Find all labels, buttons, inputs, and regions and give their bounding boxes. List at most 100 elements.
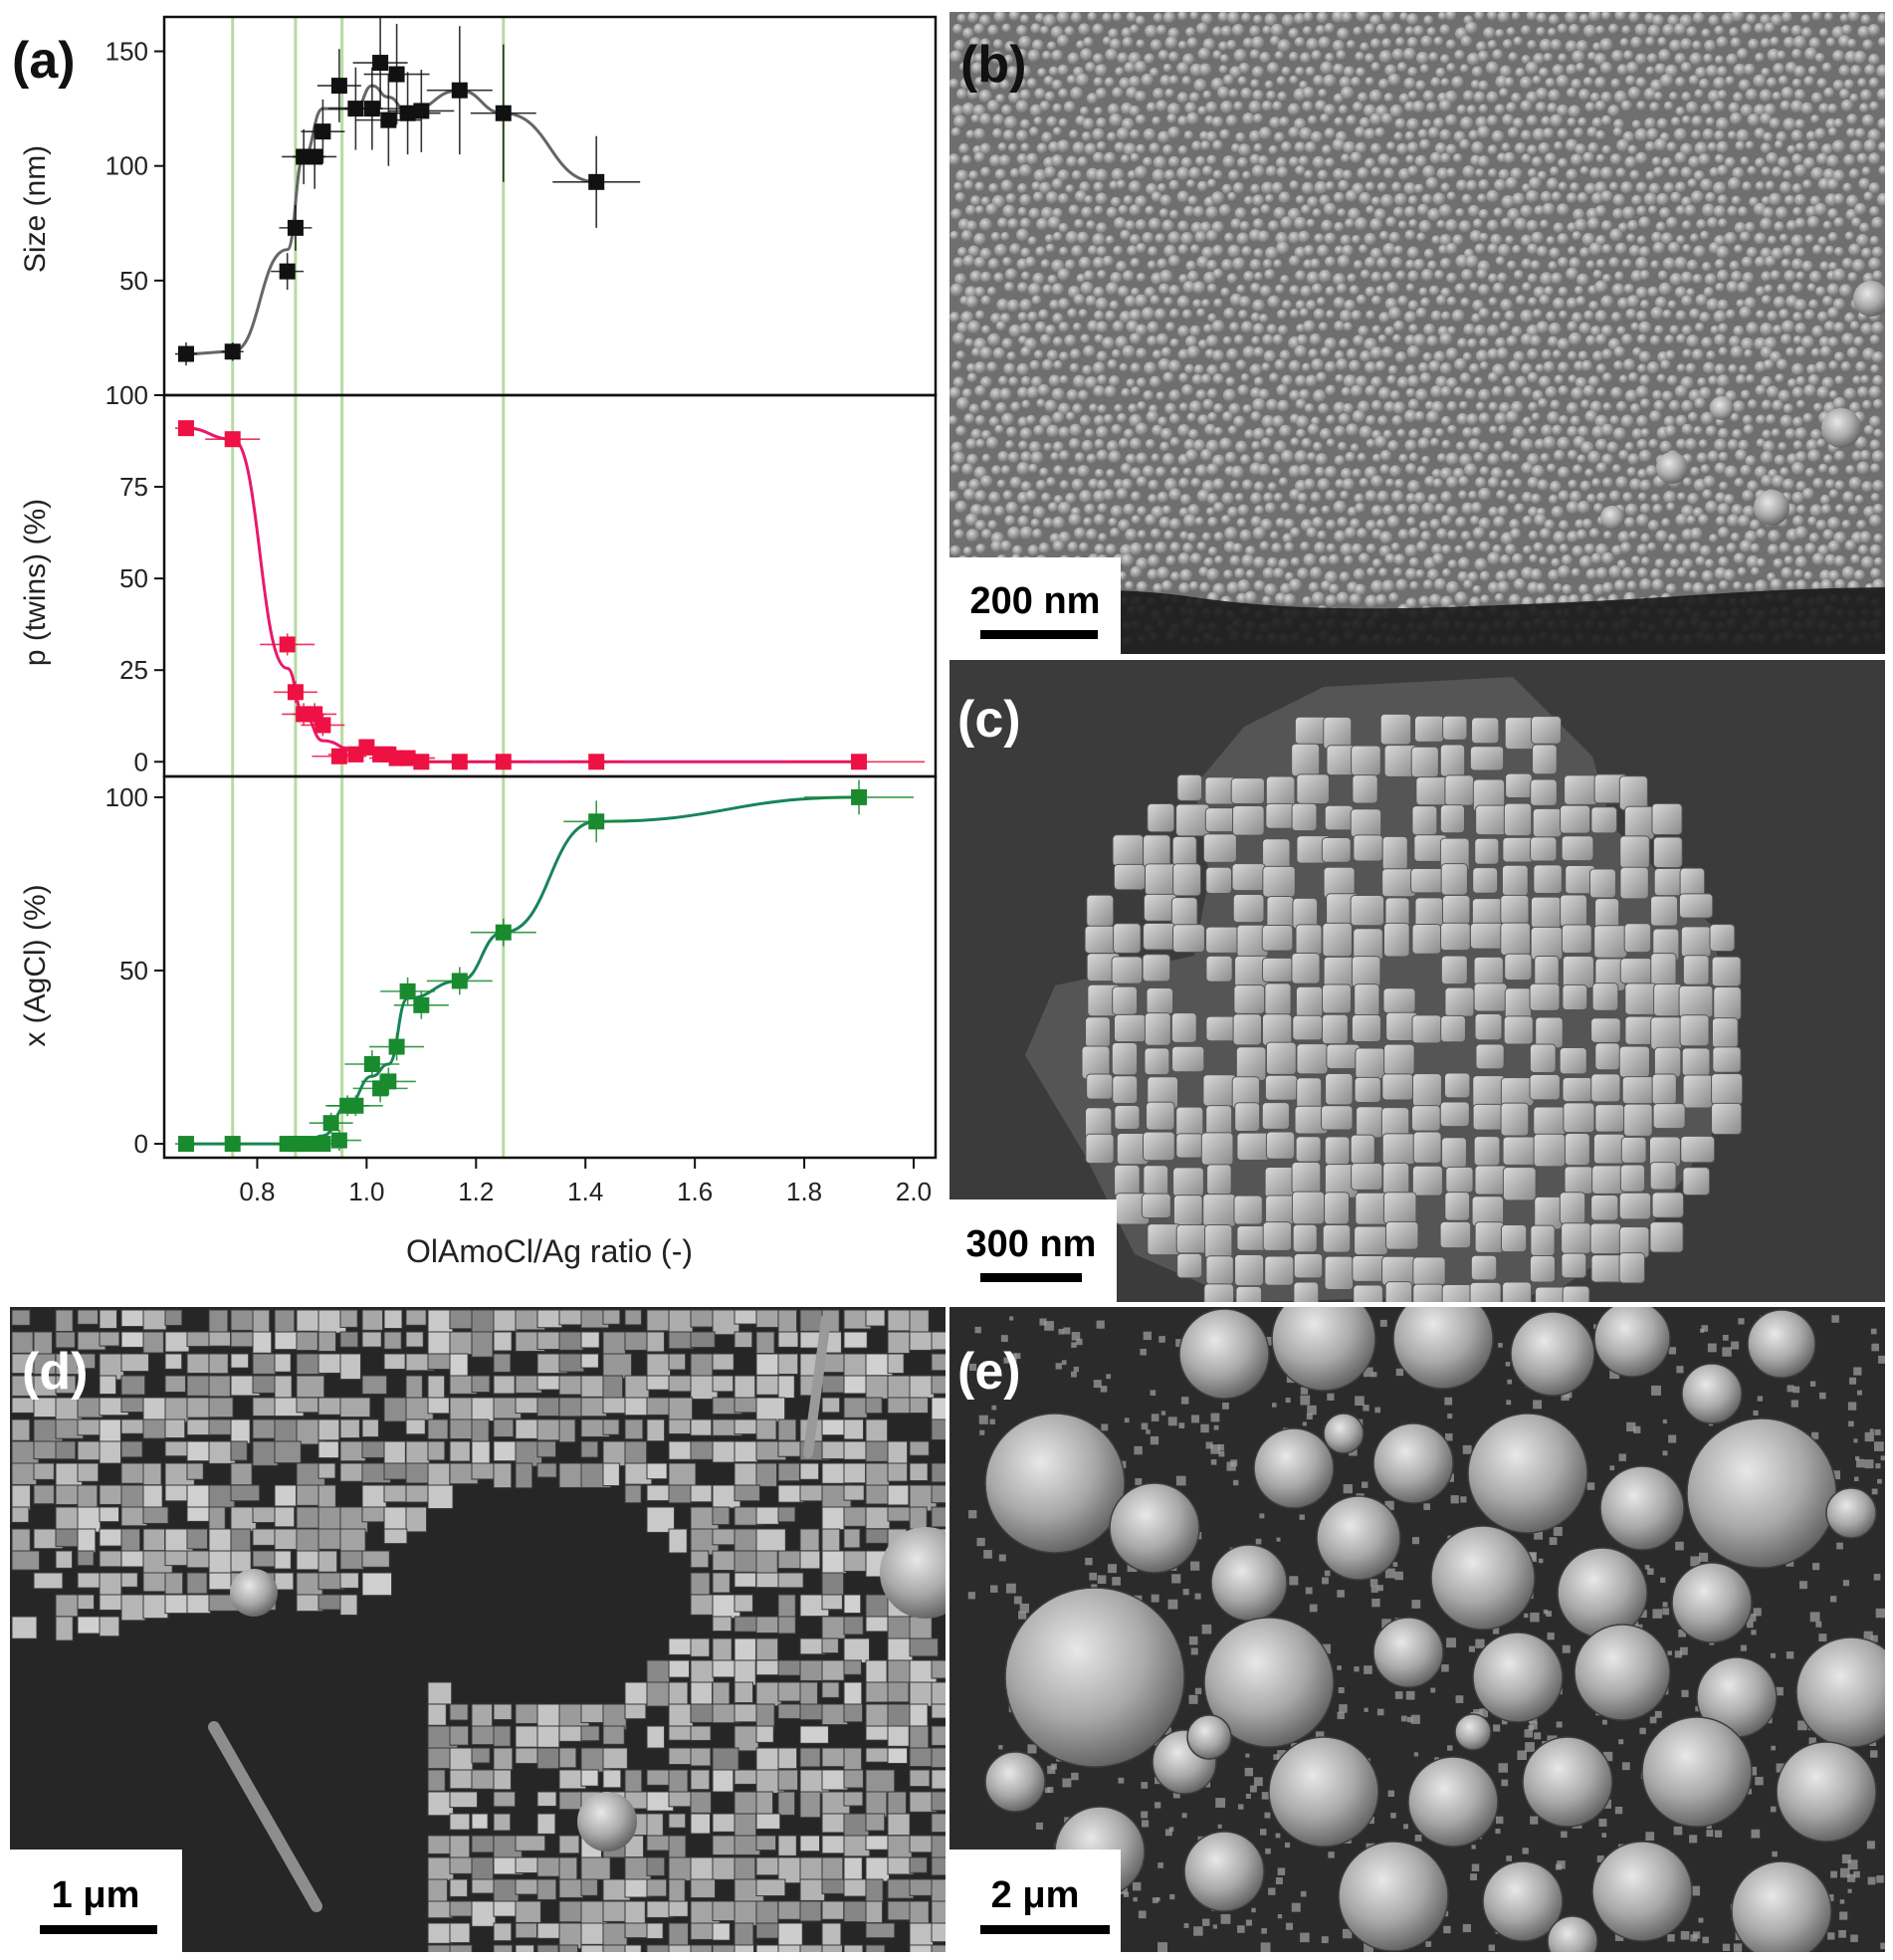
nanoparticle bbox=[1085, 295, 1097, 307]
crystal-block bbox=[493, 1309, 519, 1332]
nanoparticle bbox=[1326, 310, 1336, 320]
nanoparticle bbox=[1513, 350, 1525, 363]
nanoparticle bbox=[1193, 363, 1205, 375]
nanoparticle bbox=[1811, 12, 1822, 21]
crystal-block bbox=[515, 1856, 538, 1873]
nanoparticle bbox=[1674, 77, 1686, 88]
nanoparticle bbox=[1281, 14, 1295, 27]
nanoparticle bbox=[1380, 112, 1393, 125]
nanoparticle bbox=[1765, 413, 1777, 425]
nanoparticle bbox=[1297, 230, 1311, 244]
nanoparticle bbox=[972, 104, 986, 117]
small-crystal bbox=[1273, 1754, 1280, 1761]
nanoparticle bbox=[1334, 245, 1345, 255]
nanoparticle bbox=[1601, 273, 1612, 284]
nanoparticle bbox=[1017, 515, 1030, 528]
nanocube bbox=[1147, 802, 1175, 833]
nanoparticle bbox=[1433, 36, 1444, 47]
nanoparticle bbox=[1266, 90, 1277, 101]
nanoparticle bbox=[1240, 12, 1252, 23]
nanoparticle bbox=[1457, 490, 1468, 500]
y-tick-label-1-0: 0 bbox=[134, 747, 148, 776]
nanoparticle bbox=[1436, 453, 1447, 463]
nanoparticle bbox=[1114, 403, 1124, 413]
nanoparticle bbox=[1794, 427, 1807, 440]
nanoparticle bbox=[1652, 241, 1665, 255]
nanoparticle bbox=[1393, 193, 1407, 206]
nanoparticle bbox=[1737, 515, 1751, 528]
nanocube bbox=[1444, 986, 1475, 1017]
nanoparticle bbox=[1621, 566, 1634, 579]
nanoparticle bbox=[1680, 38, 1693, 51]
nanoparticle bbox=[1008, 376, 1019, 387]
nanoparticle bbox=[1744, 582, 1755, 592]
nanoparticle bbox=[1566, 401, 1579, 415]
nanoparticle bbox=[1674, 53, 1686, 65]
nanoparticle bbox=[1458, 220, 1472, 233]
nanoparticle bbox=[1868, 385, 1882, 399]
nanoparticle bbox=[1129, 128, 1141, 140]
nanoparticle bbox=[1155, 466, 1166, 478]
nanocube bbox=[1382, 1192, 1417, 1224]
nanoparticle bbox=[1512, 425, 1527, 440]
nanoparticle bbox=[1216, 86, 1230, 100]
crystal-block bbox=[690, 1484, 713, 1503]
nanoparticle bbox=[1475, 41, 1487, 53]
nanocube bbox=[1592, 1133, 1626, 1165]
nanoparticle bbox=[1045, 325, 1057, 336]
crystal-block bbox=[843, 1791, 864, 1807]
nanoparticle bbox=[949, 230, 959, 240]
nanoparticle bbox=[1451, 76, 1464, 89]
nanoparticle bbox=[1616, 558, 1627, 569]
panel-d-scale-text: 1 μm bbox=[52, 1874, 140, 1916]
nanoparticle bbox=[1520, 25, 1532, 36]
crystal-block bbox=[624, 1440, 648, 1466]
nanoparticle bbox=[1723, 494, 1735, 506]
nanoparticle bbox=[1637, 492, 1647, 502]
nanoparticle bbox=[1724, 465, 1738, 479]
nanoparticle bbox=[1499, 321, 1510, 331]
data-point-0-1 bbox=[224, 343, 241, 360]
nanoparticle bbox=[1635, 53, 1647, 66]
nanoparticle bbox=[965, 129, 975, 139]
nanoparticle bbox=[1051, 178, 1064, 190]
nanoparticle bbox=[1201, 165, 1213, 176]
nanoparticle bbox=[1007, 218, 1019, 230]
nanoparticle bbox=[1371, 325, 1381, 334]
nanocube bbox=[1205, 1255, 1234, 1285]
nanoparticle bbox=[1576, 529, 1587, 541]
nanoparticle bbox=[1221, 492, 1234, 505]
nanocube bbox=[1356, 1106, 1384, 1139]
nanoparticle bbox=[1080, 48, 1093, 62]
nanoparticle bbox=[1426, 102, 1438, 113]
nanoparticle bbox=[1731, 12, 1745, 23]
nanoparticle bbox=[1121, 117, 1135, 131]
nanoparticle bbox=[1003, 54, 1014, 65]
nanoparticle bbox=[1862, 39, 1874, 51]
nanoparticle bbox=[1379, 449, 1392, 462]
nanoparticle bbox=[1378, 50, 1392, 64]
nanoparticle bbox=[1019, 427, 1033, 440]
nanoparticle bbox=[1617, 531, 1630, 544]
crystal-block bbox=[383, 1353, 406, 1370]
nanoparticle bbox=[1250, 312, 1261, 323]
nanoparticle bbox=[1520, 310, 1534, 324]
nanoparticle bbox=[1634, 257, 1649, 271]
nanoparticle bbox=[1706, 298, 1720, 312]
nanoparticle bbox=[1675, 235, 1686, 245]
nanoparticle bbox=[1427, 260, 1438, 271]
nanoparticle bbox=[993, 505, 1005, 518]
nanoparticle bbox=[1787, 378, 1797, 388]
crystal-block bbox=[580, 1769, 599, 1787]
nanoparticle bbox=[1318, 402, 1330, 415]
nanoparticle bbox=[1682, 557, 1694, 570]
nanoparticle bbox=[1306, 452, 1317, 462]
nanoparticle bbox=[1308, 348, 1319, 359]
nanoparticle bbox=[1471, 426, 1482, 437]
nanoparticle bbox=[1404, 439, 1417, 452]
nanoparticle bbox=[1190, 477, 1201, 489]
nanoparticle bbox=[1108, 375, 1121, 387]
nanoparticle bbox=[1805, 130, 1816, 141]
nanoparticle bbox=[1295, 503, 1308, 516]
nanoparticle bbox=[1096, 350, 1108, 362]
